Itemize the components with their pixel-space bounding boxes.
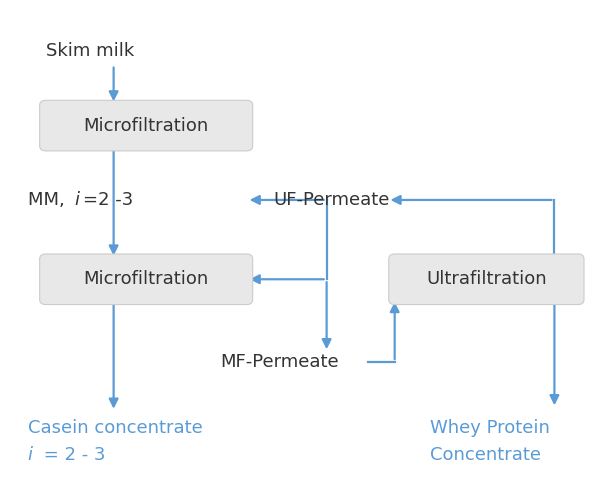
Text: i: i bbox=[28, 446, 33, 464]
Text: Microfiltration: Microfiltration bbox=[83, 270, 209, 288]
Text: =2 -3: =2 -3 bbox=[83, 191, 134, 209]
FancyBboxPatch shape bbox=[40, 254, 253, 304]
Text: Skim milk: Skim milk bbox=[46, 42, 134, 60]
FancyBboxPatch shape bbox=[389, 254, 584, 304]
Text: MM,: MM, bbox=[28, 191, 70, 209]
Text: Ultrafiltration: Ultrafiltration bbox=[426, 270, 547, 288]
Text: = 2 - 3: = 2 - 3 bbox=[38, 446, 106, 464]
Text: UF-Permeate: UF-Permeate bbox=[274, 191, 390, 209]
Text: i: i bbox=[74, 191, 79, 209]
Text: Microfiltration: Microfiltration bbox=[83, 116, 209, 135]
FancyBboxPatch shape bbox=[40, 100, 253, 151]
Text: Concentrate: Concentrate bbox=[430, 446, 541, 464]
Text: Whey Protein: Whey Protein bbox=[430, 419, 550, 437]
Text: Casein concentrate: Casein concentrate bbox=[28, 419, 203, 437]
Text: MF-Permeate: MF-Permeate bbox=[220, 353, 339, 371]
